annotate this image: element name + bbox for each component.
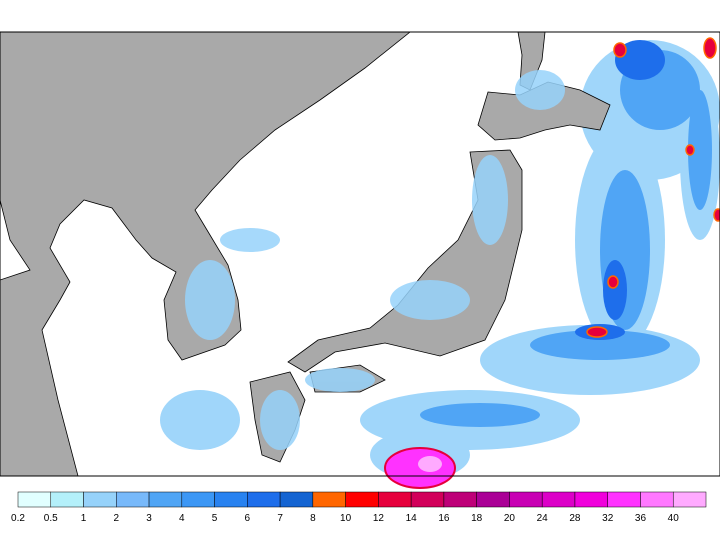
legend: 0.2 0.5 1 2 3 4 5 6 7 8 10 12 14 16 18 20 24 28 32 36 40 <box>11 491 707 524</box>
legend-label: 4 <box>179 513 185 524</box>
legend-swatch <box>410 491 445 508</box>
legend-label: 32 <box>602 513 614 524</box>
legend-swatch <box>640 491 674 508</box>
legend-swatch <box>279 491 314 508</box>
legend-label: 3 <box>146 513 152 524</box>
legend-label: 24 <box>537 513 549 524</box>
legend-swatch <box>509 491 543 508</box>
map <box>0 31 720 489</box>
legend-swatch <box>50 491 84 508</box>
legend-label: 20 <box>504 513 516 524</box>
legend-label: 14 <box>406 513 418 524</box>
legend-label: 5 <box>212 513 218 524</box>
legend-swatch <box>148 491 183 508</box>
legend-swatch <box>247 491 281 508</box>
legend-swatch <box>378 491 412 508</box>
legend-swatch <box>443 491 477 508</box>
legend-swatch <box>574 491 608 508</box>
legend-swatch <box>116 491 150 508</box>
legend-label: 0.5 <box>44 513 58 524</box>
legend-swatch <box>345 491 379 508</box>
legend-swatch <box>214 491 248 508</box>
legend-label: 28 <box>569 513 581 524</box>
legend-swatch <box>312 491 346 508</box>
legend-label: 0.2 <box>11 513 25 524</box>
legend-swatch <box>17 491 52 508</box>
legend-swatch <box>476 491 510 508</box>
legend-label: 8 <box>310 513 316 524</box>
legend-swatch <box>607 491 641 508</box>
legend-swatch <box>541 491 576 508</box>
legend-label: 18 <box>471 513 483 524</box>
legend-label: 6 <box>245 513 251 524</box>
legend-label: 16 <box>438 513 450 524</box>
legend-label: 7 <box>277 513 283 524</box>
legend-swatch <box>83 491 117 508</box>
legend-label: 10 <box>340 513 352 524</box>
legend-label: 2 <box>114 513 120 524</box>
legend-swatch <box>672 491 707 508</box>
legend-label: 36 <box>635 513 647 524</box>
legend-label: 1 <box>81 513 87 524</box>
legend-label: 40 <box>668 513 680 524</box>
legend-swatch <box>181 491 215 508</box>
legend-label: 12 <box>373 513 385 524</box>
